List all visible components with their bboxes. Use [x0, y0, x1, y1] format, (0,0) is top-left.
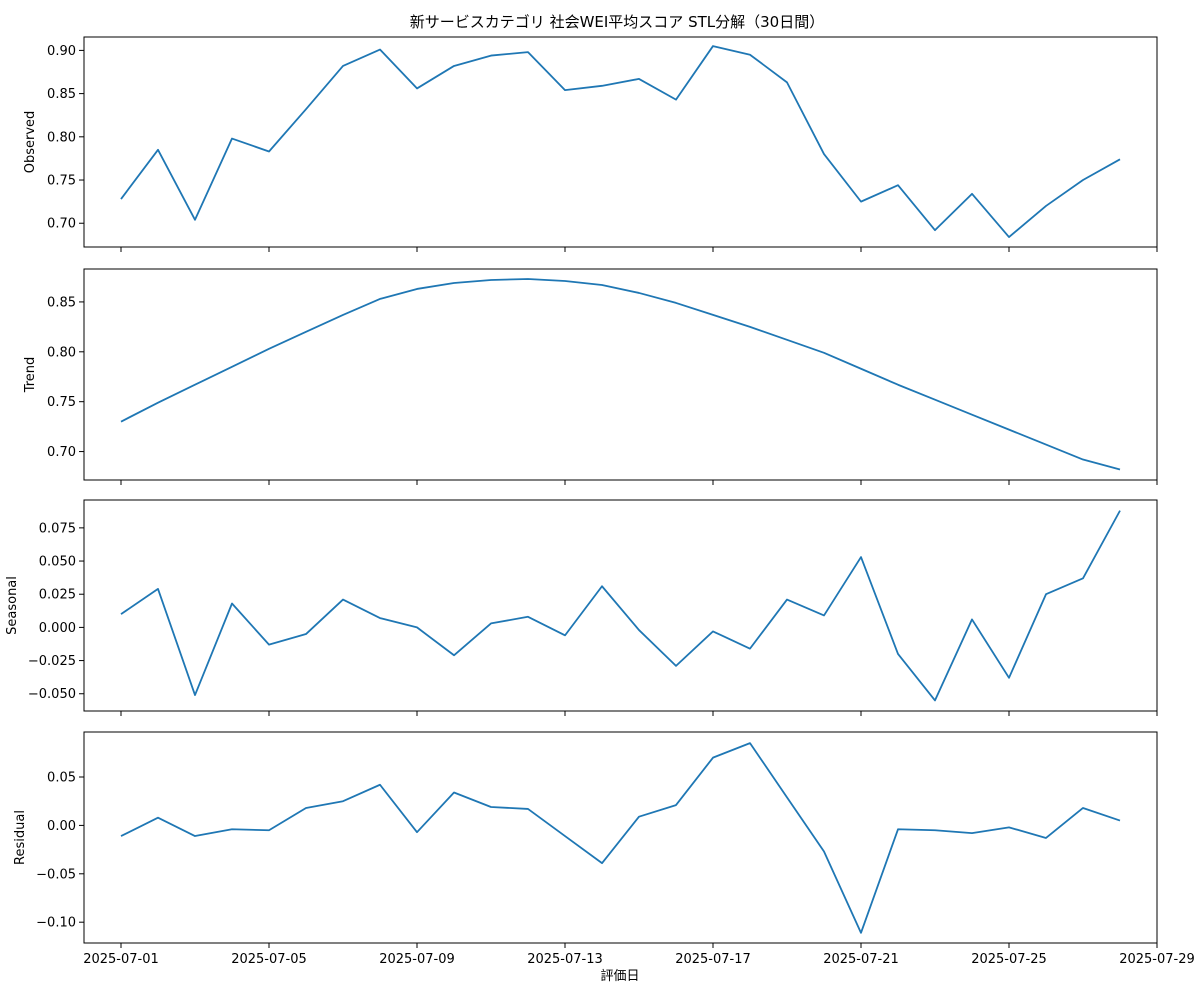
y-tick-label: 0.70: [47, 445, 76, 460]
y-axis-label-trend: Trend: [23, 357, 38, 394]
panels: 0.70 0.75 0.80 0.85 0.90 Observed 0.70 0.75 0.80…: [5, 36, 1158, 948]
panel-residual: −0.10 −0.05 0.00 0.05 Residual: [13, 731, 1158, 948]
y-tick-label: 0.075: [39, 521, 76, 536]
panel-frame: [83, 268, 1158, 481]
y-axis-label-observed: Observed: [23, 111, 38, 174]
x-tick-label: 2025-07-29: [1119, 952, 1195, 967]
panel-frame: [83, 731, 1158, 944]
y-tick-label: 0.80: [47, 130, 76, 145]
y-tick-label: 0.000: [39, 621, 76, 636]
panel-frame: [83, 36, 1158, 248]
series-line-trend: [120, 278, 1121, 471]
series-line-observed: [120, 45, 1121, 238]
y-tick-label: 0.75: [47, 395, 76, 410]
x-tick-label: 2025-07-01: [83, 952, 159, 967]
y-tick-label: 0.70: [47, 217, 76, 232]
y-tick-label: 0.80: [47, 345, 76, 360]
x-axis-ticks: 2025-07-01 2025-07-05 2025-07-09 2025-07-13…: [83, 952, 1195, 967]
y-axis-label-seasonal: Seasonal: [5, 576, 20, 635]
y-tick-label: 0.75: [47, 174, 76, 189]
y-tick-label: 0.90: [47, 44, 76, 59]
y-tick-label: −0.10: [36, 916, 76, 931]
y-tick-label: 0.85: [47, 87, 76, 102]
panel-frame: [83, 499, 1158, 712]
y-tick-label: −0.05: [36, 867, 76, 882]
y-tick-label: 0.85: [47, 295, 76, 310]
y-tick-label: −0.050: [28, 687, 76, 702]
x-tick-label: 2025-07-25: [971, 952, 1047, 967]
panel-seasonal: −0.050 −0.025 0.000 0.025 0.050 0.075 Seasonal: [5, 499, 1158, 716]
series-line-seasonal: [120, 510, 1121, 702]
x-tick-label: 2025-07-21: [823, 952, 899, 967]
panel-observed: 0.70 0.75 0.80 0.85 0.90 Observed: [23, 36, 1158, 252]
x-tick-label: 2025-07-09: [379, 952, 455, 967]
y-tick-label: 0.050: [39, 555, 76, 570]
x-axis-label: 評価日: [600, 969, 639, 984]
chart-title: 新サービスカテゴリ 社会WEI平均スコア STL分解（30日間）: [410, 13, 824, 31]
y-tick-label: 0.00: [47, 819, 76, 834]
series-line-residual: [120, 742, 1121, 934]
y-tick-label: 0.025: [39, 588, 76, 603]
y-tick-label: 0.05: [47, 771, 76, 786]
y-axis-label-residual: Residual: [13, 810, 28, 865]
y-tick-label: −0.025: [28, 654, 76, 669]
x-tick-label: 2025-07-17: [675, 952, 751, 967]
panel-trend: 0.70 0.75 0.80 0.85 Trend: [23, 268, 1158, 485]
x-tick-label: 2025-07-13: [527, 952, 603, 967]
x-tick-label: 2025-07-05: [231, 952, 307, 967]
